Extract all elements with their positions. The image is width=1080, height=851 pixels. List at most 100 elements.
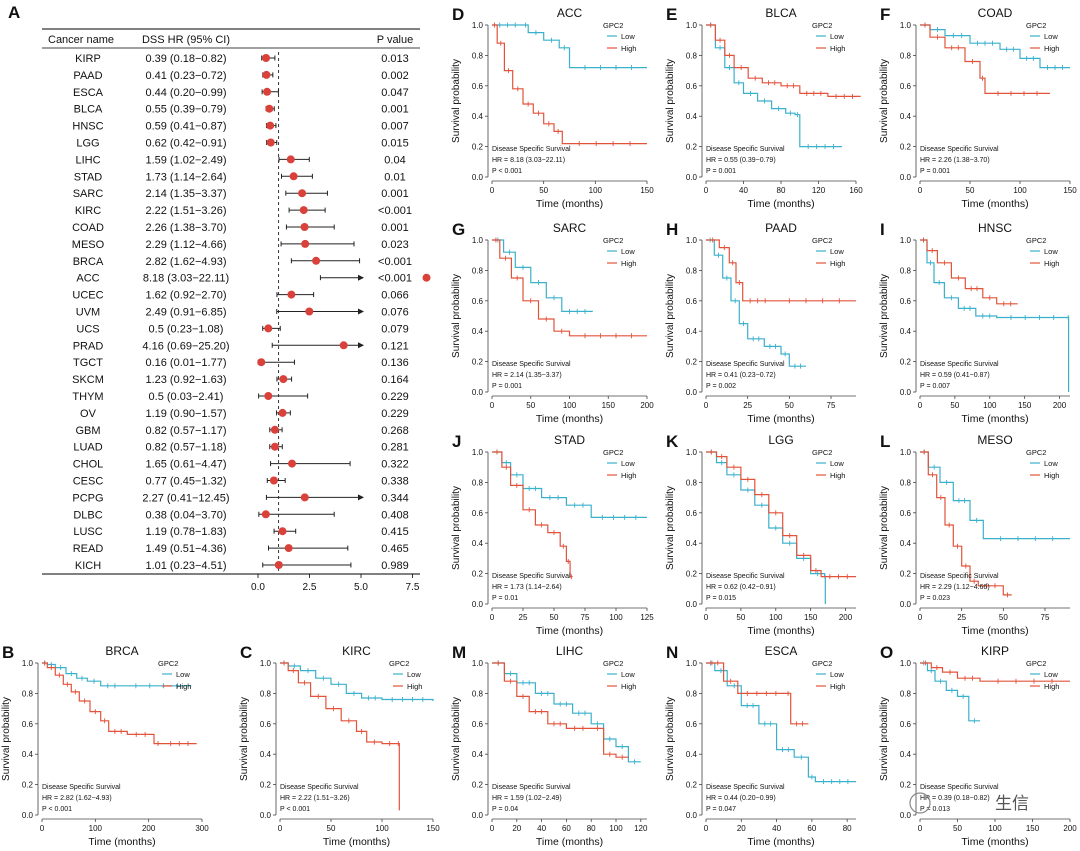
km-y-tick-label: 0.6 <box>900 509 912 518</box>
km-legend-label-low: Low <box>621 247 635 256</box>
km-legend-label-low: Low <box>1044 247 1058 256</box>
forest-row-hr-text: 1.19 (0.78−1.83) <box>145 526 226 538</box>
km-y-tick-label: 0.2 <box>686 781 698 790</box>
forest-row-p-value: 0.001 <box>381 222 409 234</box>
forest-row-p-value: 0.322 <box>381 459 409 471</box>
km-annotation-line: P = 0.013 <box>920 806 950 813</box>
forest-row-p-value: 0.047 <box>381 87 409 99</box>
km-legend-label-high: High <box>830 471 845 480</box>
forest-row-name: COAD <box>72 222 104 234</box>
km-legend-title: GPC2 <box>812 448 832 457</box>
km-y-tick-label: 0.2 <box>472 143 484 152</box>
km-y-tick-label: 0.6 <box>686 720 698 729</box>
forest-row: ESCA 0.44 (0.20−0.99) 0.047 <box>73 87 409 99</box>
km-y-tick-label: 0.2 <box>900 143 912 152</box>
forest-row: HNSC 0.59 (0.41−0.87) 0.007 <box>72 121 408 133</box>
km-legend-label-low: Low <box>830 32 844 41</box>
km-x-tick-label: 150 <box>1026 824 1040 833</box>
forest-row-name: ESCA <box>73 87 104 99</box>
km-y-tick-label: 1.0 <box>686 659 698 668</box>
km-annotation-line: P = 0.047 <box>706 806 736 813</box>
km-legend-label-high: High <box>621 471 636 480</box>
km-annotation-line: HR = 0.44 (0.20−0.99) <box>706 795 776 802</box>
km-x-label: Time (months) <box>961 836 1028 848</box>
km-curve-high <box>42 662 197 745</box>
km-y-tick-label: 0.6 <box>472 297 484 306</box>
forest-x-tick-label: 5.0 <box>354 582 368 593</box>
km-x-tick-label: 150 <box>804 613 818 622</box>
forest-row-name: KIRC <box>75 205 101 217</box>
forest-point <box>264 392 273 400</box>
km-title: KIRP <box>981 644 1009 658</box>
forest-header-name: Cancer name <box>48 34 114 46</box>
forest-row-p-value: 0.229 <box>381 391 409 403</box>
km-legend-title: GPC2 <box>158 659 178 668</box>
km-y-tick-label: 0.4 <box>900 112 912 121</box>
forest-row-hr-text: 2.26 (1.38−3.70) <box>145 222 226 234</box>
forest-row-hr-text: 0.62 (0.42−0.91) <box>145 138 226 150</box>
forest-row-name: LIHC <box>75 154 100 166</box>
km-y-tick-label: 0.2 <box>686 358 698 367</box>
forest-row-p-value: 0.164 <box>381 374 409 386</box>
panel-label: N <box>666 643 678 662</box>
km-curve-low <box>492 451 647 518</box>
forest-x-tick-label: 7.5 <box>406 582 420 593</box>
km-annotation-line: Disease Specific Survival <box>920 573 999 580</box>
km-x-tick-label: 200 <box>1053 401 1067 410</box>
forest-row-name: PAAD <box>73 70 102 82</box>
km-curve-high <box>492 662 629 758</box>
km-legend-title: GPC2 <box>389 659 409 668</box>
km-y-tick-label: 0.6 <box>686 82 698 91</box>
km-legend-label-low: Low <box>621 32 635 41</box>
km-x-tick-label: 50 <box>953 824 962 833</box>
km-y-label: Survival probability <box>665 274 676 358</box>
km-y-tick-label: 0.4 <box>472 327 484 336</box>
forest-point <box>312 256 321 265</box>
km-y-tick-label: 0.8 <box>686 51 698 60</box>
km-curve-low <box>920 662 980 722</box>
forest-point <box>278 408 287 417</box>
km-x-tick-label: 60 <box>807 824 816 833</box>
km-y-label: Survival probability <box>451 697 462 781</box>
km-x-tick-label: 20 <box>737 824 746 833</box>
km-y-label: Survival probability <box>1 697 12 781</box>
km-annotation-line: HR = 1.59 (1.02−2.49) <box>492 795 562 802</box>
forest-row-name: LGG <box>76 138 99 150</box>
forest-point <box>298 189 307 198</box>
km-y-tick-label: 1.0 <box>686 448 698 457</box>
forest-point <box>266 138 275 147</box>
km-y-tick-label: 0.8 <box>900 266 912 275</box>
forest-row-p-value: 0.344 <box>381 492 409 504</box>
forest-ci-arrow <box>358 308 364 315</box>
forest-row-name: BLCA <box>74 104 103 116</box>
watermark-logo-icon <box>909 792 931 814</box>
forest-row: DLBC 0.38 (0.04−3.70) 0.408 <box>73 509 408 521</box>
forest-row-hr-text: 0.5 (0.03−2.41) <box>149 391 224 403</box>
forest-row-hr-text: 2.22 (1.51−3.26) <box>145 205 226 217</box>
forest-point <box>289 172 298 181</box>
km-annotation-line: HR = 2.29 (1.12−4.66) <box>920 584 990 591</box>
km-y-tick-label: 0.0 <box>472 173 484 182</box>
forest-row-p-value: 0.465 <box>381 543 409 555</box>
km-x-tick-label: 75 <box>581 613 590 622</box>
km-curve-low <box>280 662 434 701</box>
km-legend-title: GPC2 <box>812 21 832 30</box>
forest-point <box>287 290 296 299</box>
forest-row: THYM 0.5 (0.03−2.41) 0.229 <box>72 391 408 403</box>
km-annotation-line: Disease Specific Survival <box>492 573 571 580</box>
km-x-label: Time (months) <box>961 625 1028 637</box>
km-x-tick-label: 100 <box>589 186 603 195</box>
forest-row-p-value: <0.001 <box>378 205 412 217</box>
panel-label: K <box>666 432 679 451</box>
forest-row: BLCA 0.55 (0.39−0.79) 0.001 <box>74 104 409 116</box>
forest-header-p: P value <box>377 34 414 46</box>
km-annotation-line: Disease Specific Survival <box>920 146 999 153</box>
km-x-tick-label: 100 <box>769 613 783 622</box>
forest-ci-arrow <box>358 494 364 501</box>
km-x-tick-label: 150 <box>602 401 616 410</box>
panel-label: D <box>452 5 464 24</box>
forest-row-name: ACC <box>76 273 99 285</box>
km-x-tick-label: 25 <box>743 401 752 410</box>
forest-row: KIRP 0.39 (0.18−0.82) 0.013 <box>75 53 409 65</box>
km-y-tick-label: 0.2 <box>900 570 912 579</box>
